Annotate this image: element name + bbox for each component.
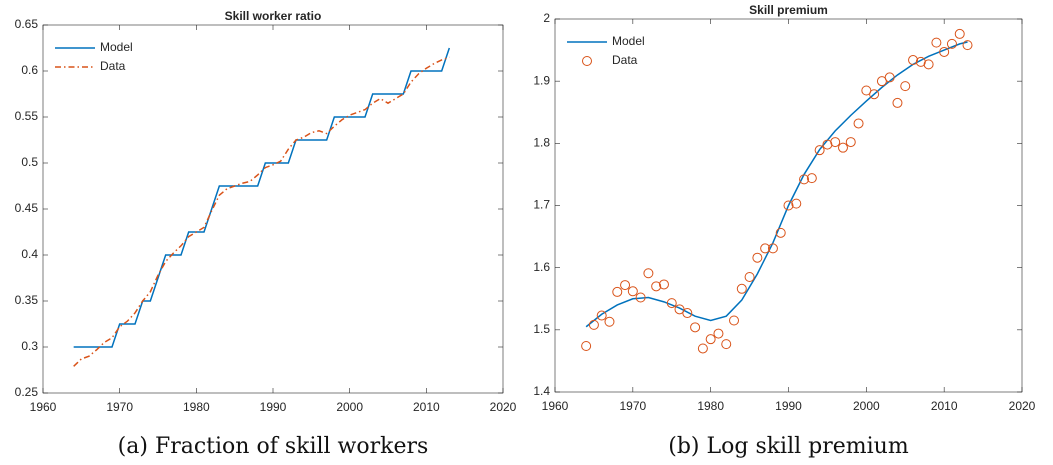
data-point (604, 316, 615, 327)
data-point (760, 243, 771, 254)
x-tick-label: 1990 (775, 399, 802, 413)
chart-title: Skill premium (749, 3, 828, 17)
data-point (869, 89, 880, 100)
data-point (939, 46, 950, 57)
data-point (744, 271, 755, 282)
caption: (b) Log skill premium (668, 434, 909, 459)
y-tick-label: 1.4 (533, 384, 550, 398)
x-tick-label: 1960 (542, 399, 569, 413)
data-point (791, 198, 802, 209)
y-tick-label: 1.8 (533, 136, 550, 150)
data-point (884, 72, 895, 83)
data-point (713, 328, 724, 339)
series-line (73, 56, 450, 367)
x-tick-label: 1960 (30, 400, 57, 414)
legend-marker (582, 56, 592, 66)
data-point (837, 142, 848, 153)
data-point (682, 308, 693, 319)
y-tick-label: 0.55 (15, 109, 39, 123)
data-point (908, 55, 919, 66)
data-point (853, 118, 864, 129)
x-tick-label: 2010 (931, 399, 958, 413)
data-point (697, 343, 708, 354)
data-point (588, 319, 599, 330)
x-tick-label: 2020 (490, 400, 517, 414)
y-tick-label: 1.7 (533, 198, 550, 212)
data-point (736, 283, 747, 294)
data-point (596, 310, 607, 321)
data-point (814, 145, 825, 156)
data-point (658, 279, 669, 290)
data-point (830, 137, 841, 148)
y-tick-label: 0.35 (15, 293, 39, 307)
data-point (635, 292, 646, 303)
y-tick-label: 1.9 (533, 73, 550, 87)
series-line (73, 47, 451, 348)
x-tick-label: 2000 (336, 400, 363, 414)
data-point (915, 56, 926, 67)
y-tick-label: 0.45 (15, 201, 39, 215)
y-tick-label: 1.6 (533, 260, 550, 274)
data-point (954, 28, 965, 39)
data-point (806, 173, 817, 184)
y-tick-label: 1.5 (533, 322, 550, 336)
data-point (923, 59, 934, 70)
data-point (651, 281, 662, 292)
x-tick-label: 2010 (413, 400, 440, 414)
y-tick-label: 0.25 (15, 385, 39, 399)
chart-title: Skill worker ratio (225, 9, 322, 23)
legend-label: Model (100, 40, 133, 54)
data-point (705, 334, 716, 345)
data-point (643, 268, 654, 279)
data-point (931, 37, 942, 48)
x-tick-label: 2000 (853, 399, 880, 413)
data-point (946, 38, 957, 49)
data-point (900, 81, 911, 92)
data-point (666, 298, 677, 309)
x-tick-label: 1980 (697, 399, 724, 413)
y-tick-label: 0.6 (21, 63, 38, 77)
data-point (721, 339, 732, 350)
x-tick-label: 1980 (183, 400, 210, 414)
data-point (627, 286, 638, 297)
x-tick-label: 1970 (106, 400, 133, 414)
y-tick-label: 0.65 (15, 17, 39, 31)
y-tick-label: 0.4 (21, 247, 38, 261)
y-tick-label: 0.5 (21, 155, 38, 169)
y-tick-label: 0.3 (21, 339, 38, 353)
y-tick-label: 2 (543, 11, 550, 25)
data-point (581, 340, 592, 351)
axes-frame (42, 24, 504, 394)
data-point (620, 280, 631, 291)
data-point (775, 227, 786, 238)
data-point (690, 322, 701, 333)
legend-label: Data (100, 59, 126, 73)
data-point (783, 200, 794, 211)
data-point (822, 139, 833, 150)
legend-label: Model (612, 34, 645, 48)
data-point (752, 252, 763, 263)
series-line (585, 41, 968, 328)
data-point (729, 315, 740, 326)
caption: (a) Fraction of skill workers (118, 434, 429, 459)
data-point (962, 40, 973, 51)
data-point (767, 243, 778, 254)
legend-label: Data (612, 53, 638, 67)
data-point (799, 174, 810, 185)
x-tick-label: 1990 (260, 400, 287, 414)
data-point (892, 97, 903, 108)
data-point (612, 286, 623, 297)
x-tick-label: 2020 (1009, 399, 1036, 413)
data-point (845, 137, 856, 148)
x-tick-label: 1970 (619, 399, 646, 413)
